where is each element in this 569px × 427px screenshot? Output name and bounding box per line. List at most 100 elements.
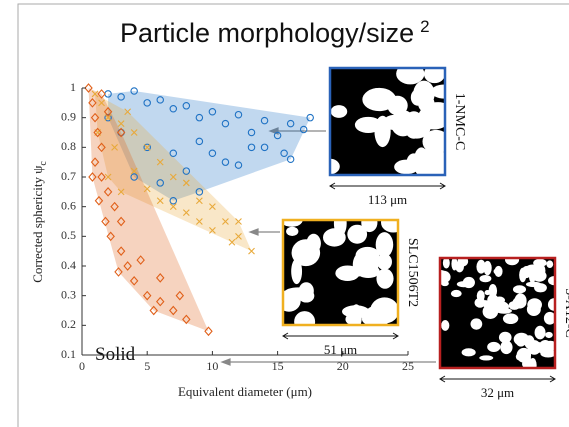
point <box>88 172 97 182</box>
particle <box>450 289 462 298</box>
point <box>195 188 204 196</box>
particle <box>479 355 494 361</box>
point <box>116 246 126 257</box>
point <box>97 172 106 182</box>
particle <box>440 280 449 287</box>
particle <box>494 296 506 304</box>
particle <box>375 232 394 258</box>
point <box>129 275 139 286</box>
scale-bar <box>282 332 399 340</box>
x-tick-label: 0 <box>79 359 85 373</box>
particle <box>476 259 486 274</box>
particle <box>494 301 509 313</box>
particle <box>545 331 553 339</box>
point <box>149 305 158 316</box>
point <box>235 232 242 240</box>
particle <box>298 282 314 300</box>
point <box>169 105 178 113</box>
x-axis-label: Equivalent diameter (μm) <box>178 384 312 399</box>
point <box>116 127 126 138</box>
particle <box>482 304 499 319</box>
micrograph-border <box>438 256 557 370</box>
micrograph-content <box>283 220 398 325</box>
particle <box>441 320 450 331</box>
point <box>280 149 288 158</box>
particle <box>423 68 445 84</box>
point <box>103 106 113 117</box>
point <box>94 195 104 206</box>
point <box>156 273 165 283</box>
particle <box>502 313 519 325</box>
point <box>234 161 243 169</box>
range-hull <box>108 90 311 201</box>
particle <box>410 89 425 106</box>
micrograph-content <box>330 68 445 175</box>
particle <box>546 260 554 269</box>
particle <box>294 311 316 325</box>
point <box>260 116 269 125</box>
particle <box>476 290 485 302</box>
particle <box>422 129 445 154</box>
point <box>97 142 106 153</box>
point <box>175 290 185 301</box>
point <box>90 112 100 123</box>
particle <box>286 226 299 236</box>
point <box>299 125 308 134</box>
particle <box>330 105 348 118</box>
particle <box>415 147 445 175</box>
point <box>117 120 125 127</box>
point <box>130 173 138 181</box>
particle <box>462 276 475 289</box>
point <box>221 119 230 128</box>
particle <box>516 339 526 347</box>
scale-bar <box>439 375 556 383</box>
point <box>88 97 97 108</box>
point <box>195 137 204 146</box>
particle <box>376 268 394 289</box>
particle <box>361 220 378 233</box>
particle <box>540 349 555 358</box>
point <box>130 129 138 136</box>
range-hull <box>88 88 209 332</box>
point <box>104 173 112 181</box>
point <box>156 158 164 166</box>
point <box>143 143 151 151</box>
point <box>156 179 164 187</box>
y-axis-label: Corrected sphericity ψc <box>30 161 49 283</box>
scale-label: 32 μm <box>481 385 514 400</box>
sample-name: 5-A12-C <box>562 288 569 338</box>
plot-area <box>84 83 314 337</box>
point <box>130 87 138 95</box>
point <box>234 110 243 119</box>
point <box>106 231 115 242</box>
point <box>98 99 105 107</box>
y-label-text: Corrected sphericity ψ <box>30 166 45 283</box>
micrograph-border <box>281 218 400 327</box>
arrows <box>220 127 436 366</box>
particle <box>291 258 303 285</box>
point <box>169 203 177 211</box>
point <box>273 131 282 140</box>
point <box>111 143 118 151</box>
particle <box>387 95 408 116</box>
point <box>182 209 190 216</box>
y-tick-label: 0.1 <box>61 347 76 361</box>
point <box>156 197 164 205</box>
point <box>156 96 164 104</box>
y-tick-label: 0.3 <box>61 287 76 301</box>
particle <box>396 68 425 85</box>
point <box>222 218 229 225</box>
y-label-subscript: c <box>38 161 49 166</box>
point <box>103 186 113 197</box>
particle <box>451 258 458 271</box>
particle <box>512 285 527 294</box>
particle <box>526 302 541 317</box>
point <box>93 127 102 138</box>
particle <box>330 158 340 175</box>
point <box>195 218 203 225</box>
particle <box>533 258 547 267</box>
x-tick-label: 5 <box>144 359 150 373</box>
y-tick-label: 1 <box>70 80 76 94</box>
point <box>104 114 112 122</box>
